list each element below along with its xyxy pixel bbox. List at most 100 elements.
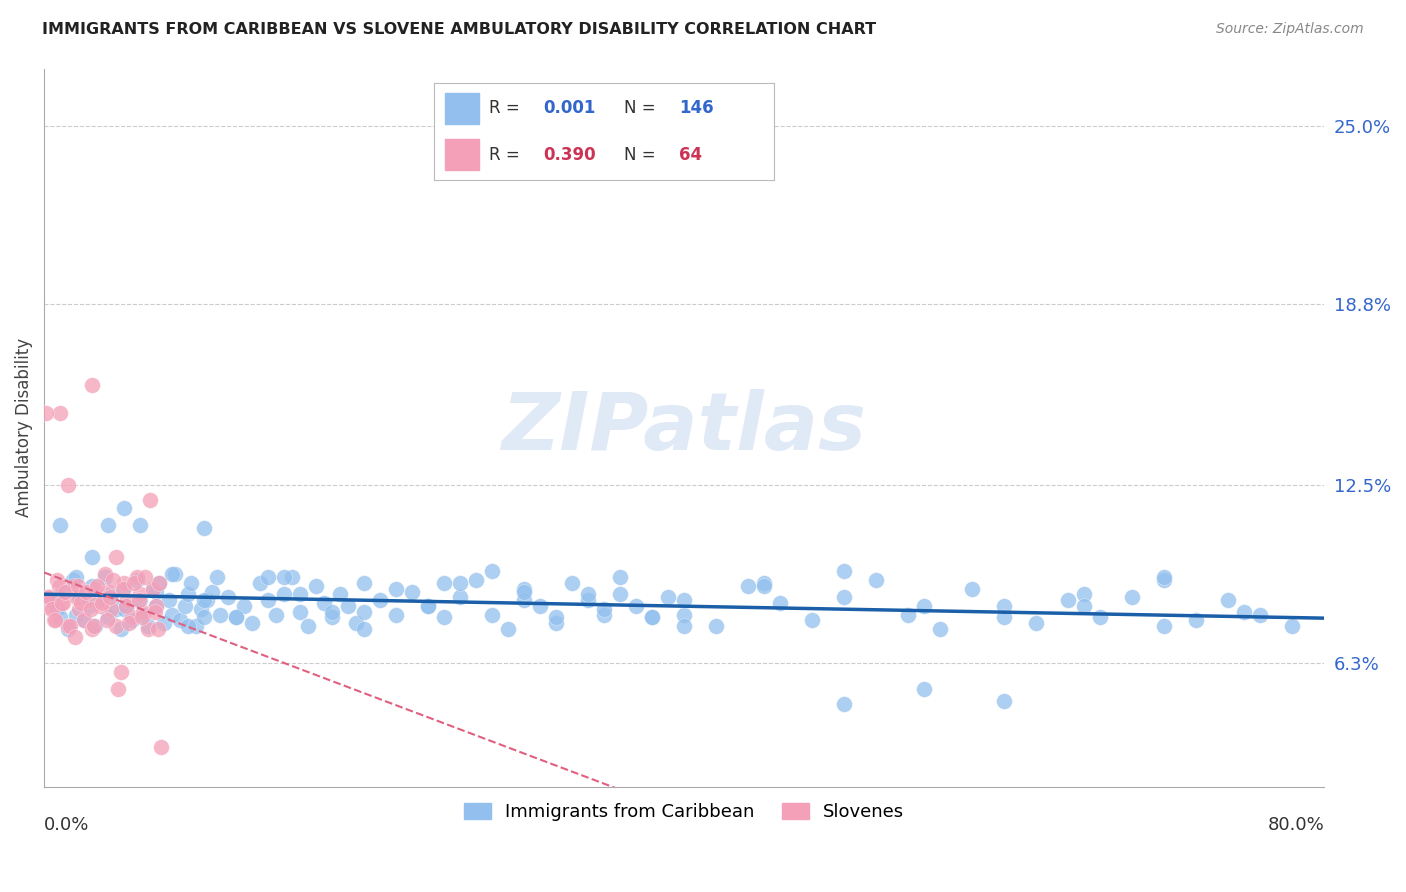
Point [148, 575, 170, 590]
Point [62, 573, 84, 587]
Point [769, 596, 792, 610]
Point [832, 591, 855, 605]
Point [59, 619, 82, 633]
Point [84, 582, 107, 596]
Point [641, 610, 664, 624]
Point [673, 619, 696, 633]
Point [82, 549, 104, 564]
Text: ZIPatlas: ZIPatlas [502, 389, 866, 467]
Point [67, 591, 90, 605]
Point [121, 610, 143, 624]
Point [184, 619, 207, 633]
Text: IMMIGRANTS FROM CARIBBEAN VS SLOVENE AMBULATORY DISABILITY CORRELATION CHART: IMMIGRANTS FROM CARIBBEAN VS SLOVENE AMB… [42, 22, 876, 37]
Point [136, 619, 159, 633]
Point [70, 596, 93, 610]
Point [993, 610, 1015, 624]
Point [832, 697, 855, 711]
Point [281, 570, 304, 584]
Point [249, 575, 271, 590]
Point [65, 591, 87, 605]
Point [41, 601, 63, 615]
Point [145, 599, 167, 613]
Point [107, 682, 129, 697]
Point [337, 599, 360, 613]
Text: 80.0%: 80.0% [1267, 815, 1324, 834]
Point [1088, 610, 1111, 624]
Point [673, 607, 696, 622]
Point [112, 582, 135, 596]
Point [1153, 570, 1175, 584]
Point [98, 591, 121, 605]
Point [49, 518, 72, 533]
Point [66, 579, 89, 593]
Point [105, 601, 128, 615]
Point [83, 619, 105, 633]
Point [201, 584, 224, 599]
Point [177, 587, 200, 601]
Point [94, 570, 117, 584]
Point [1153, 619, 1175, 633]
Point [77, 593, 100, 607]
Point [180, 575, 202, 590]
Point [433, 575, 456, 590]
Point [82, 579, 104, 593]
Point [353, 622, 375, 636]
Point [240, 616, 263, 631]
Point [79, 601, 101, 615]
Point [42, 613, 65, 627]
Point [752, 575, 775, 590]
Point [193, 593, 215, 607]
Point [960, 582, 983, 596]
Point [73, 613, 96, 627]
Point [385, 582, 408, 596]
Point [513, 584, 536, 599]
Point [1073, 599, 1095, 613]
Point [128, 593, 150, 607]
Point [73, 613, 96, 627]
Point [112, 501, 135, 516]
Point [1025, 616, 1047, 631]
Point [513, 582, 536, 596]
Point [305, 579, 328, 593]
Point [344, 616, 367, 631]
Point [153, 616, 176, 631]
Point [129, 587, 152, 601]
Point [217, 591, 239, 605]
Point [136, 622, 159, 636]
Point [149, 739, 172, 754]
Point [129, 593, 152, 607]
Point [65, 607, 87, 622]
Point [912, 682, 935, 697]
Point [65, 570, 87, 584]
Point [257, 593, 280, 607]
Point [190, 601, 212, 615]
Point [117, 599, 139, 613]
Point [233, 599, 256, 613]
Point [832, 565, 855, 579]
Point [401, 584, 423, 599]
Point [145, 599, 167, 613]
Point [121, 613, 143, 627]
Point [105, 619, 128, 633]
Point [465, 573, 488, 587]
Point [101, 573, 124, 587]
Point [84, 619, 107, 633]
Point [225, 610, 247, 624]
Point [75, 584, 97, 599]
Point [56, 622, 79, 636]
Point [49, 406, 72, 420]
Point [148, 575, 170, 590]
Point [593, 601, 616, 615]
Point [912, 599, 935, 613]
Point [449, 591, 471, 605]
Point [45, 573, 67, 587]
Text: Source: ZipAtlas.com: Source: ZipAtlas.com [1216, 22, 1364, 37]
Point [993, 694, 1015, 708]
Point [273, 570, 295, 584]
Point [125, 570, 148, 584]
Point [752, 579, 775, 593]
Point [132, 605, 155, 619]
Text: 0.0%: 0.0% [44, 815, 90, 834]
Point [641, 610, 664, 624]
Point [89, 593, 111, 607]
